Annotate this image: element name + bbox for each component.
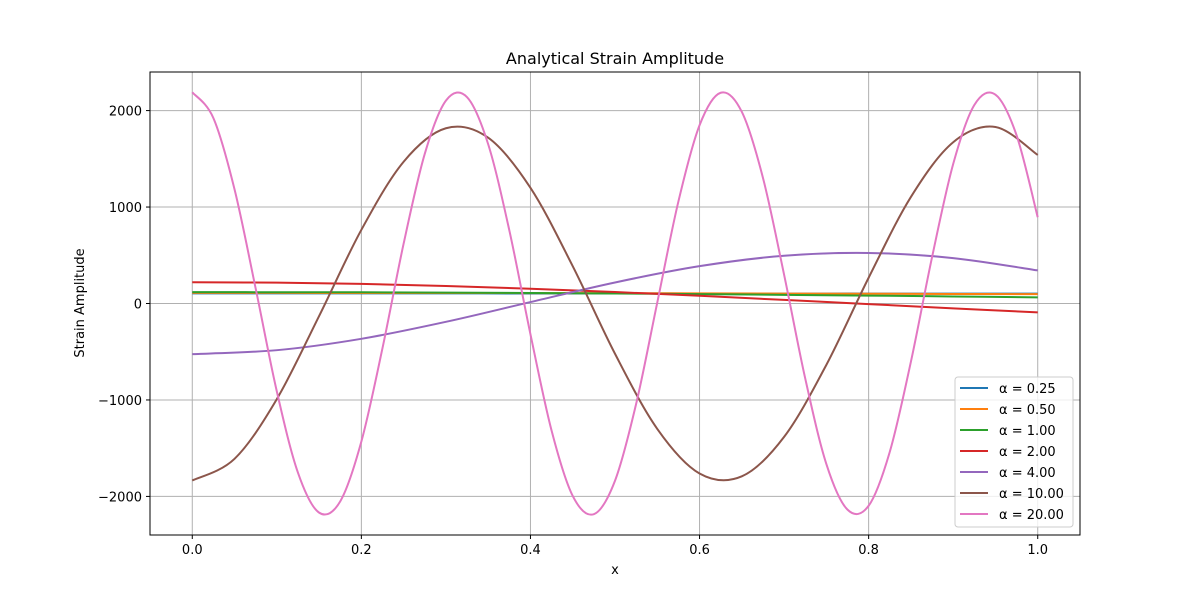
y-axis-label: Strain Amplitude [73, 248, 88, 357]
legend-label: α = 0.25 [999, 382, 1056, 397]
legend-label: α = 10.00 [999, 487, 1064, 502]
y-tick-label: 0 [134, 298, 142, 313]
x-tick-label: 0.6 [689, 543, 710, 558]
legend-label: α = 2.00 [999, 445, 1056, 460]
y-tick-label: 1000 [109, 201, 142, 216]
legend-label: α = 20.00 [999, 508, 1064, 523]
x-tick-label: 0.8 [858, 543, 879, 558]
x-tick-label: 0.2 [351, 543, 372, 558]
y-tick-label: −1000 [98, 394, 142, 409]
x-tick-label: 1.0 [1027, 543, 1048, 558]
y-tick-label: −2000 [98, 490, 142, 505]
legend-label: α = 1.00 [999, 424, 1056, 439]
legend-label: α = 4.00 [999, 466, 1056, 481]
y-tick-label: 2000 [109, 105, 142, 120]
legend-label: α = 0.50 [999, 403, 1056, 418]
x-tick-label: 0.0 [182, 543, 203, 558]
x-tick-label: 0.4 [520, 543, 541, 558]
chart-title: Analytical Strain Amplitude [506, 49, 724, 68]
x-axis-label: x [611, 563, 619, 578]
legend: α = 0.25 α = 0.50 α = 1.00 α = 2.00 α = 4.00… [955, 377, 1073, 527]
